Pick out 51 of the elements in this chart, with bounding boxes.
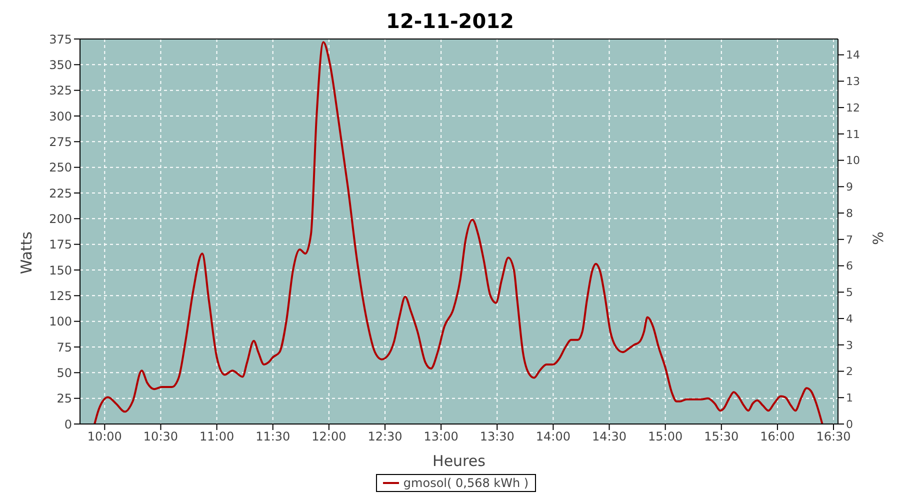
x-tick-label: 10:30 bbox=[143, 430, 178, 444]
y2-tick-label: 10 bbox=[846, 154, 860, 168]
x-tick-label: 13:30 bbox=[480, 430, 514, 444]
x-tick-label: 15:00 bbox=[648, 430, 683, 444]
y2-tick-label: 7 bbox=[846, 233, 853, 246]
y2-tick-label: 8 bbox=[846, 206, 853, 220]
y2-tick-label: 13 bbox=[846, 75, 860, 88]
x-tick-label: 14:30 bbox=[592, 430, 627, 444]
y2-tick-label: 3 bbox=[846, 338, 853, 352]
x-tick-label: 11:00 bbox=[200, 430, 234, 444]
x-tick-label: 13:00 bbox=[424, 430, 458, 444]
x-axis-title: Heures bbox=[432, 452, 486, 470]
y2-tick-label: 2 bbox=[846, 365, 853, 378]
y2-tick-label: 11 bbox=[846, 128, 860, 141]
line-series bbox=[94, 41, 824, 424]
x-tick-label: 15:30 bbox=[704, 430, 739, 444]
y2-tick-label: 1 bbox=[846, 392, 853, 405]
x-tick-label: 12:30 bbox=[368, 430, 402, 444]
x-tick-label: 16:00 bbox=[760, 430, 795, 444]
y-tick-label: 350 bbox=[49, 58, 72, 72]
y-tick-label: 275 bbox=[49, 134, 72, 149]
y-tick-label: 0 bbox=[64, 417, 72, 432]
y-tick-label: 150 bbox=[49, 263, 72, 278]
y-tick-label: 300 bbox=[49, 109, 72, 124]
y2-tick-label: 0 bbox=[846, 418, 853, 431]
y2-tick-label: 14 bbox=[846, 48, 860, 62]
x-tick-label: 12:00 bbox=[312, 430, 346, 444]
y-tick-label: 125 bbox=[49, 288, 72, 303]
legend-label: gmosol( 0,568 kWh ) bbox=[403, 476, 529, 490]
x-tick-label: 10:00 bbox=[87, 430, 122, 444]
y2-tick-label: 6 bbox=[846, 260, 853, 273]
x-tick-label: 14:00 bbox=[536, 430, 570, 444]
y-tick-label: 325 bbox=[49, 84, 72, 98]
y2-axis-title: % bbox=[870, 232, 887, 245]
y-tick-label: 375 bbox=[49, 32, 72, 46]
x-tick-label: 11:30 bbox=[256, 430, 290, 444]
y-tick-label: 100 bbox=[49, 314, 72, 329]
y-tick-label: 50 bbox=[56, 366, 72, 380]
y-tick-label: 250 bbox=[49, 160, 72, 175]
y-axis-title: Watts bbox=[17, 231, 36, 274]
y2-tick-label: 4 bbox=[846, 312, 853, 326]
y-tick-label: 75 bbox=[56, 340, 72, 354]
y-tick-label: 25 bbox=[56, 392, 72, 406]
y-tick-label: 200 bbox=[49, 212, 72, 226]
y2-tick-label: 5 bbox=[846, 286, 853, 300]
y-tick-label: 175 bbox=[49, 238, 72, 252]
x-tick-label: 16:30 bbox=[816, 430, 851, 444]
y2-tick-label: 12 bbox=[846, 101, 860, 114]
chart-title: 12-11-2012 bbox=[385, 8, 515, 34]
y2-tick-label: 9 bbox=[846, 180, 853, 194]
y-tick-label: 225 bbox=[49, 186, 72, 200]
